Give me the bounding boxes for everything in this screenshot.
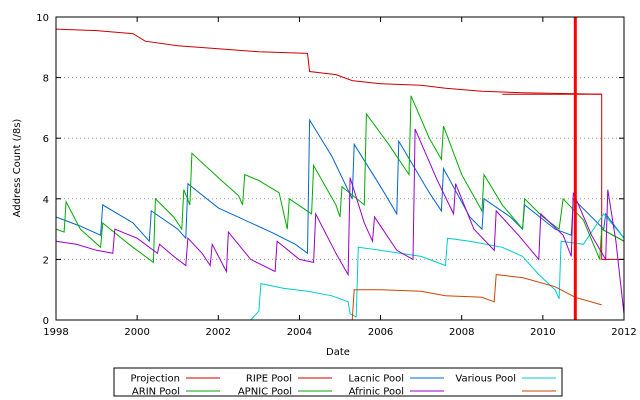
x-tick-label: 2000 [124, 327, 149, 338]
y-tick-label: 10 [36, 13, 49, 24]
x-tick-label: 2002 [206, 327, 231, 338]
legend-label: Various Pool [455, 374, 516, 385]
series-line-1 [55, 28, 602, 95]
legend-label: APNIC Pool [238, 387, 292, 398]
plot-border [55, 16, 625, 321]
series-group [55, 17, 625, 321]
series-line-6 [55, 128, 625, 314]
legend: Projection RIPE Pool Lacnic Pool Various Po… [113, 367, 563, 398]
y-tick-label: 4 [43, 195, 49, 206]
x-tick-label: 1998 [43, 327, 68, 338]
legend-label: ARIN Pool [132, 387, 180, 398]
x-tick-label: 2004 [287, 327, 312, 338]
x-axis-label: Date [326, 347, 350, 358]
x-tick-label: 2006 [368, 327, 393, 338]
series-line-7 [351, 274, 602, 321]
series-line-0 [502, 93, 624, 260]
x-tick-label: 2008 [449, 327, 474, 338]
series-line-2 [55, 118, 625, 255]
y-tick-label: 2 [43, 255, 49, 266]
y-tick-label: 0 [43, 316, 49, 327]
y-tick-label: 8 [43, 74, 49, 85]
x-tick-label: 2010 [530, 327, 555, 338]
y-tick-label: 6 [43, 134, 49, 145]
y-axis-label: Address Count (/8s) [12, 119, 23, 218]
legend-label: Lacnic Pool [348, 374, 404, 385]
legend-label: Afrinic Pool [349, 387, 404, 398]
x-tick-label: 2012 [611, 327, 636, 338]
legend-label: Projection [131, 374, 180, 385]
grid-lines [56, 77, 624, 260]
axis-ticks: 0 2 4 6 8 10 1998 2000 2002 2004 2006 2008 2010 2012 [36, 13, 636, 338]
series-line-5 [601, 228, 625, 242]
series-line-4 [55, 95, 625, 264]
plot-frame [55, 16, 625, 321]
legend-label: RIPE Pool [246, 374, 292, 385]
